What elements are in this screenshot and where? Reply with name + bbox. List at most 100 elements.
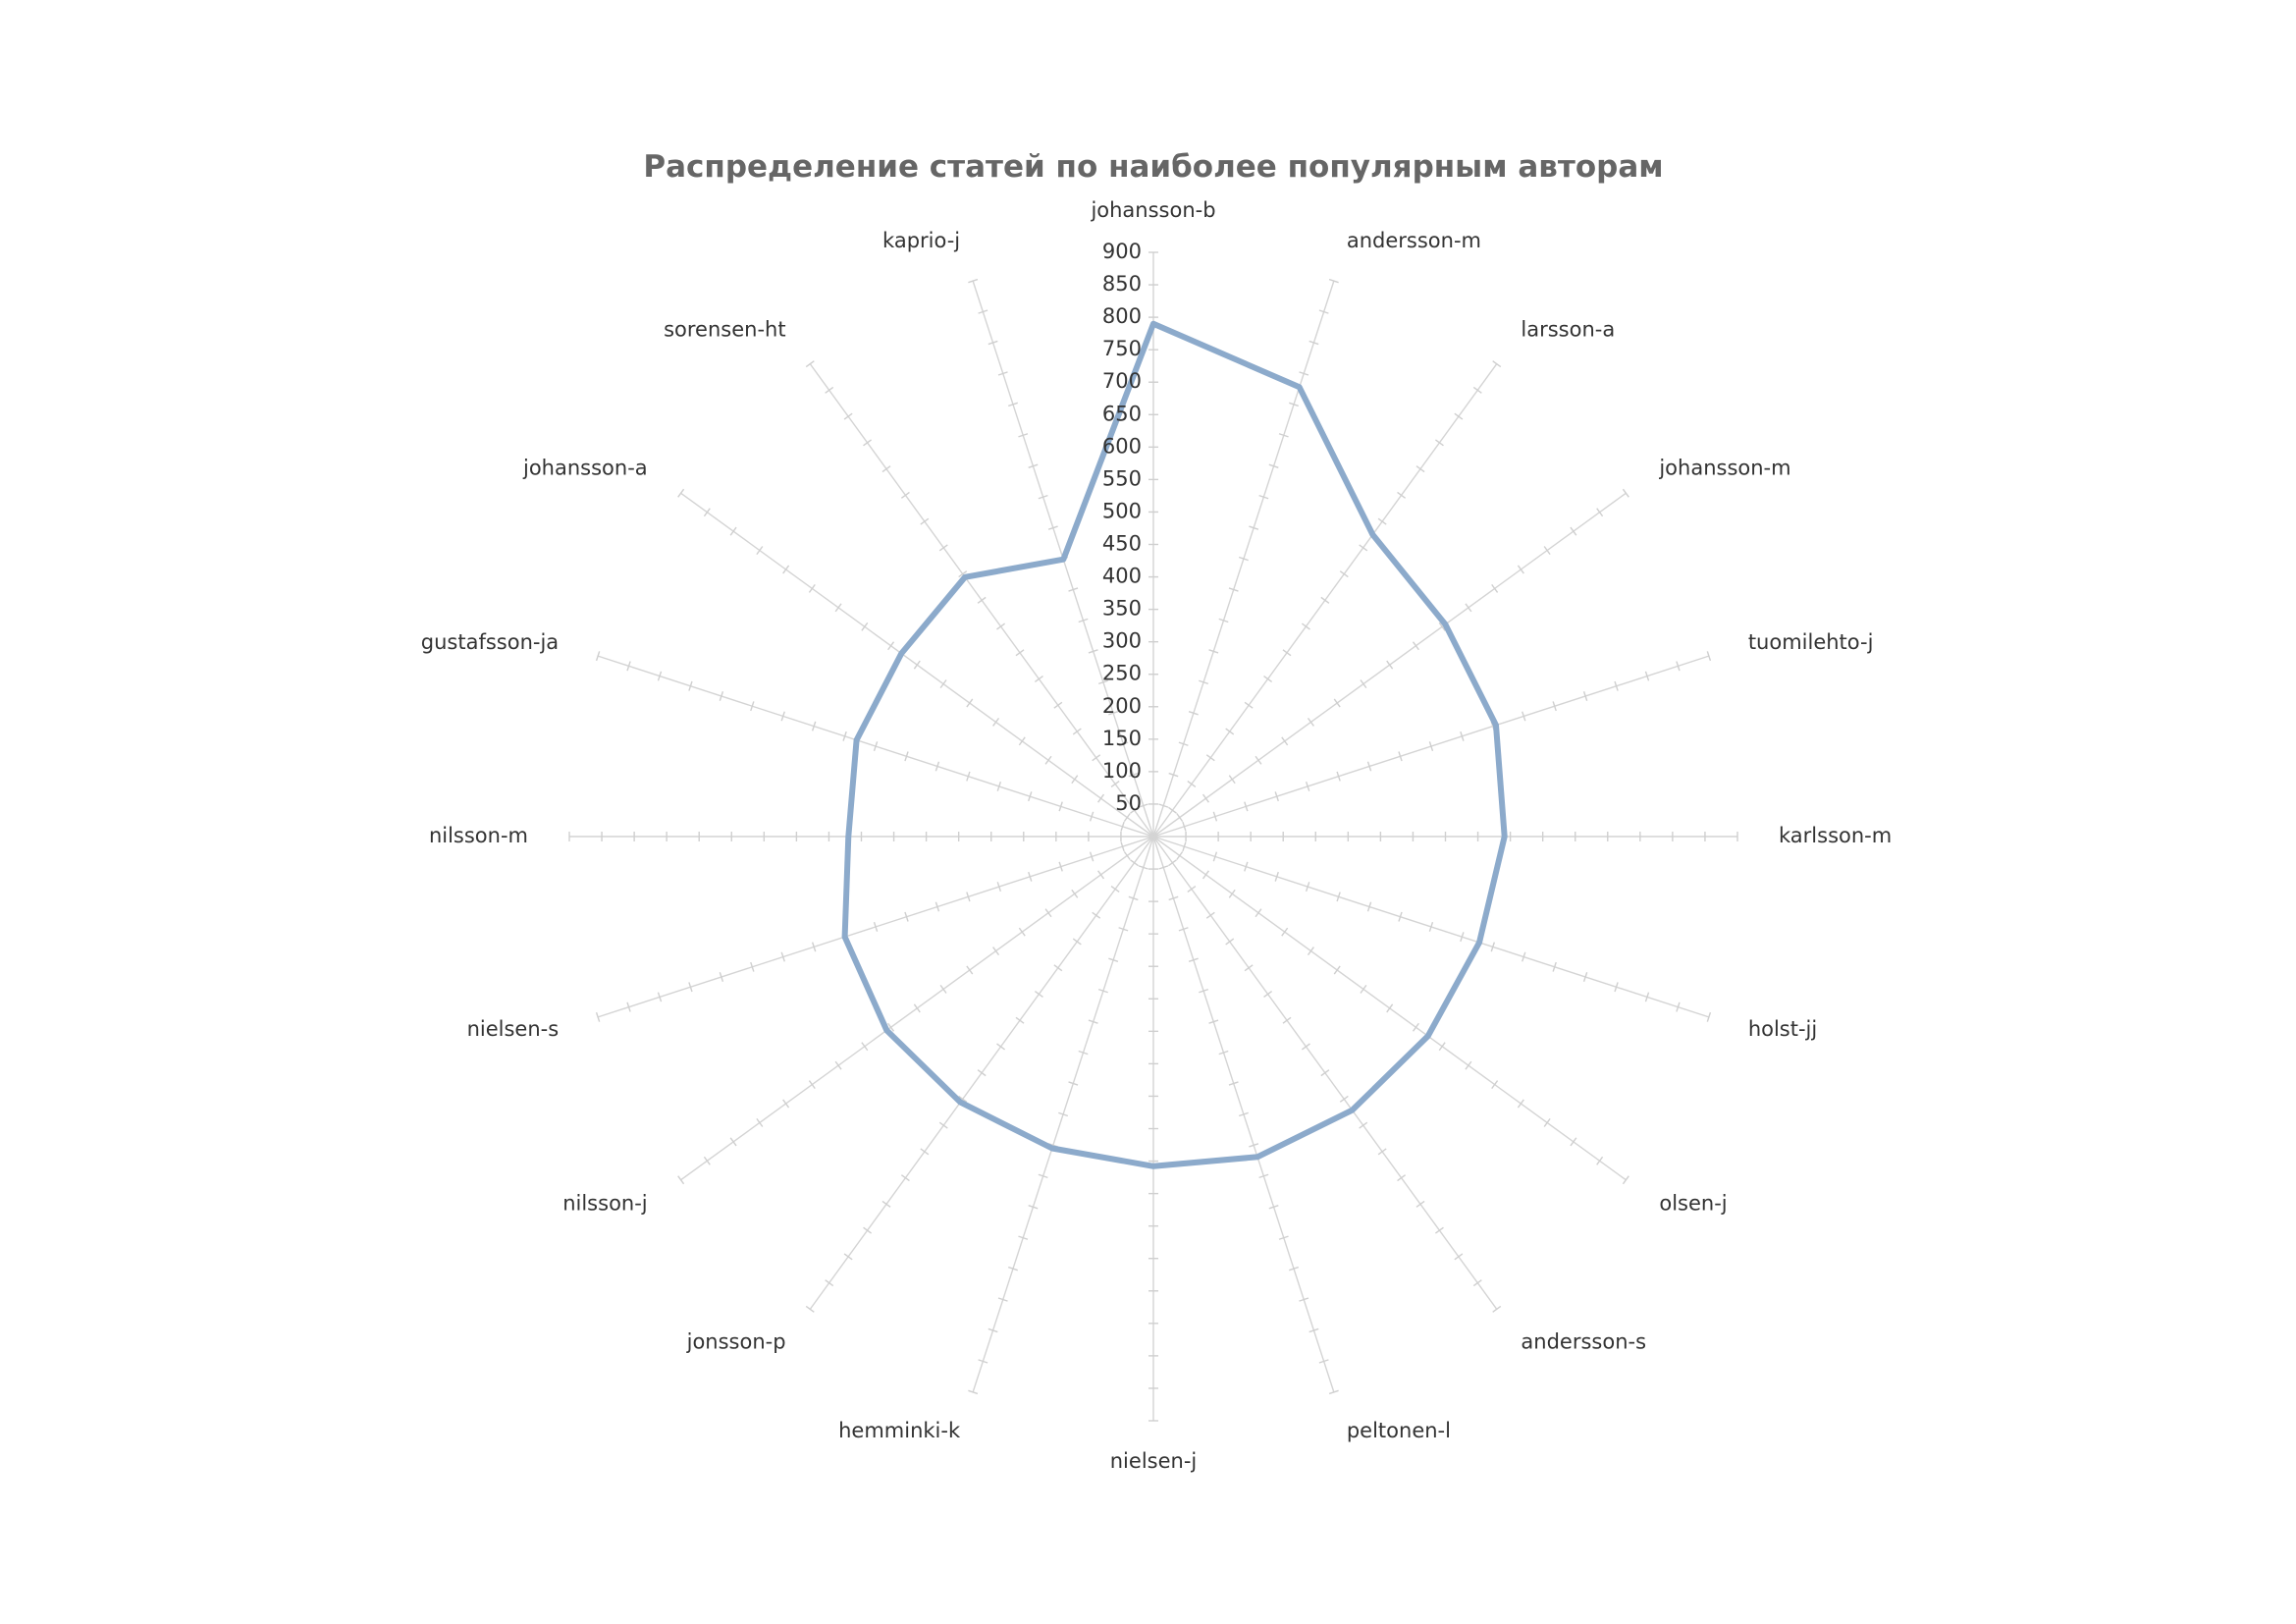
tick-mark — [1088, 649, 1098, 654]
tick-mark — [1038, 1173, 1048, 1179]
tick-mark — [688, 982, 693, 993]
tick-mark — [1018, 433, 1029, 438]
tick-mark — [1268, 1205, 1279, 1210]
tick-mark — [1018, 736, 1026, 746]
tick-mark — [1208, 1019, 1219, 1024]
radial-tick-label: 750 — [1102, 337, 1142, 360]
tick-mark — [1158, 803, 1169, 808]
category-label: hemminki-k — [838, 1419, 961, 1442]
tick-mark — [1015, 1016, 1025, 1024]
tick-mark — [939, 984, 947, 994]
tick-mark — [1187, 781, 1197, 788]
tick-mark — [1305, 781, 1310, 791]
tick-mark — [1008, 1266, 1018, 1272]
tick-mark — [992, 947, 1000, 956]
tick-mark — [1058, 861, 1063, 872]
tick-mark — [966, 965, 974, 975]
tick-mark — [1438, 1042, 1446, 1052]
tick-mark — [719, 972, 724, 982]
series-line-0 — [841, 320, 1508, 1169]
tick-mark — [1274, 871, 1279, 882]
tick-mark — [887, 641, 895, 651]
tick-mark — [1360, 679, 1367, 689]
category-label: nilsson-m — [429, 824, 528, 847]
tick-mark — [958, 1095, 968, 1103]
radial-tick-label: 500 — [1102, 499, 1142, 522]
tick-mark — [996, 882, 1002, 893]
tick-mark — [1282, 649, 1292, 657]
tick-mark — [887, 1022, 895, 1032]
tick-mark — [1339, 1095, 1349, 1103]
tick-mark — [1089, 811, 1095, 822]
tick-mark — [1218, 1050, 1229, 1056]
tick-mark — [1167, 859, 1177, 867]
tick-mark — [1053, 964, 1063, 972]
category-label: olsen-j — [1659, 1191, 1727, 1215]
tick-mark — [1398, 911, 1403, 922]
radial-tick-labels: 50 100 150 200 250 300 350 400 450 500 550 600 650 70… — [1102, 240, 1142, 815]
tick-mark — [966, 771, 971, 782]
tick-mark — [843, 1253, 853, 1261]
tick-mark — [1366, 761, 1372, 772]
tick-mark — [1490, 942, 1496, 952]
tick-mark — [1460, 731, 1465, 741]
tick-mark — [988, 340, 998, 346]
tick-mark — [834, 1060, 842, 1070]
tick-mark — [1199, 679, 1209, 685]
tick-mark — [1706, 1011, 1712, 1022]
tick-mark — [1108, 711, 1119, 716]
tick-mark — [920, 517, 930, 525]
category-label: larsson-a — [1521, 318, 1615, 342]
tick-mark — [1038, 494, 1048, 500]
tick-mark — [1089, 851, 1095, 862]
tick-mark — [1244, 801, 1249, 812]
tick-mark — [729, 1137, 737, 1147]
tick-mark — [1244, 701, 1254, 709]
tick-mark — [1225, 938, 1235, 946]
tick-mark — [1596, 1156, 1604, 1165]
tick-mark — [1706, 651, 1712, 662]
tick-mark — [805, 360, 815, 368]
tick-mark — [1044, 908, 1052, 918]
radial-tick-label: 850 — [1102, 272, 1142, 296]
category-label: nilsson-j — [562, 1191, 647, 1215]
tick-mark — [1570, 526, 1577, 536]
tick-mark — [1187, 885, 1197, 893]
tick-mark — [1028, 463, 1039, 468]
tick-mark — [1120, 821, 1125, 832]
tick-mark — [1176, 850, 1184, 860]
tick-mark — [938, 1121, 948, 1129]
tick-mark — [1118, 741, 1129, 746]
tick-mark — [729, 526, 737, 536]
tick-mark — [1176, 813, 1184, 823]
tick-mark — [1397, 491, 1407, 499]
tick-mark — [996, 623, 1006, 630]
tick-mark — [968, 278, 979, 284]
tick-mark — [913, 660, 921, 670]
tick-mark — [913, 1003, 921, 1013]
tick-mark — [1072, 728, 1082, 735]
tick-mark — [900, 491, 910, 499]
tick-mark — [1255, 908, 1262, 918]
tick-mark — [1238, 1111, 1249, 1117]
tick-mark — [1188, 711, 1199, 716]
tick-mark — [1274, 791, 1279, 802]
tick-mark — [1108, 957, 1119, 962]
tick-mark — [1078, 1050, 1089, 1056]
tick-mark — [1201, 870, 1209, 880]
tick-mark — [1359, 544, 1368, 552]
tick-mark — [1472, 386, 1482, 394]
category-label: holst-jj — [1748, 1017, 1817, 1041]
tick-mark — [825, 386, 834, 394]
radial-tick-label: 800 — [1102, 304, 1142, 328]
tick-mark — [1118, 927, 1129, 932]
tick-mark — [1167, 806, 1177, 814]
tick-mark — [1289, 1266, 1299, 1272]
tick-mark — [1018, 1235, 1029, 1240]
tick-mark — [939, 679, 947, 689]
tick-mark — [1336, 892, 1341, 902]
tick-mark — [1015, 649, 1025, 657]
tick-mark — [966, 892, 971, 902]
tick-mark — [1034, 676, 1043, 683]
